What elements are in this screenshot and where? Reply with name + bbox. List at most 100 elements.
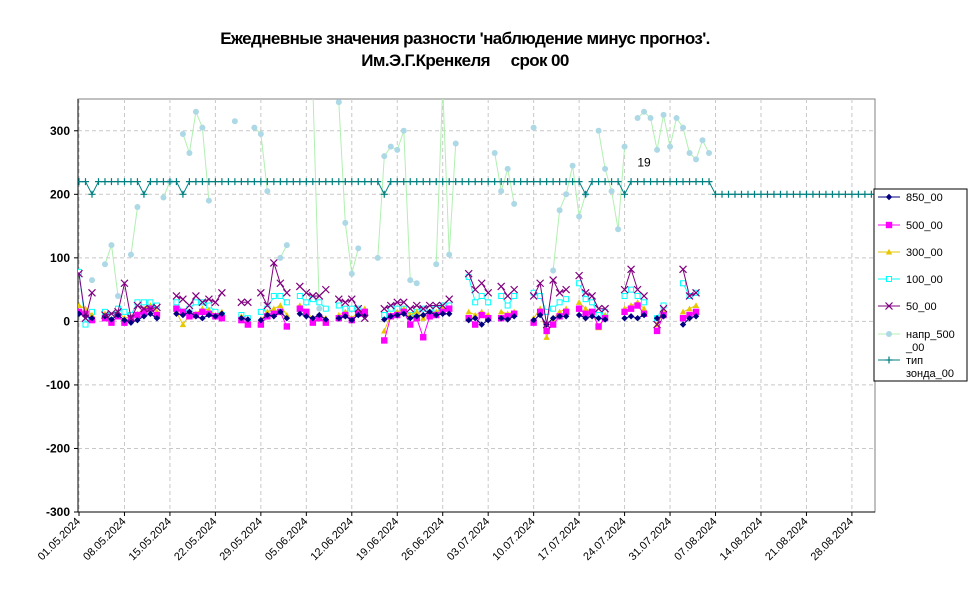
- data-point: [627, 305, 635, 312]
- data-point: [263, 178, 271, 186]
- data-point: [355, 311, 362, 319]
- data-point: [185, 301, 194, 310]
- data-point: [420, 311, 427, 319]
- data-point: [634, 315, 641, 322]
- data-point: [471, 311, 479, 318]
- data-point: [595, 178, 603, 186]
- data-point: [211, 298, 220, 307]
- data-point: [634, 115, 641, 122]
- data-point: [322, 316, 330, 323]
- data-point: [588, 308, 596, 316]
- data-point: [647, 178, 655, 186]
- x-tick-label: 03.07.2024: [445, 516, 492, 563]
- x-tick-label: 21.08.2024: [763, 516, 810, 563]
- legend-label: 850_00: [906, 192, 943, 204]
- data-point: [328, 178, 336, 186]
- legend-swatch-marker: [885, 302, 893, 310]
- data-point: [166, 178, 174, 186]
- data-point: [828, 190, 836, 198]
- data-point: [615, 226, 622, 233]
- data-point: [660, 178, 668, 186]
- data-point: [595, 323, 602, 330]
- data-point: [81, 178, 89, 186]
- data-point: [582, 305, 589, 312]
- x-tick-label: 17.07.2024: [536, 516, 583, 563]
- data-point: [153, 178, 161, 186]
- data-point: [361, 178, 369, 186]
- data-point: [543, 334, 550, 340]
- data-point: [192, 178, 200, 186]
- data-point: [231, 118, 238, 125]
- data-point: [407, 321, 414, 328]
- data-point: [172, 292, 181, 300]
- data-point: [78, 269, 83, 278]
- data-point: [198, 298, 207, 307]
- data-point: [354, 304, 363, 313]
- data-point: [686, 305, 693, 312]
- data-point: [601, 304, 610, 313]
- data-point: [667, 143, 674, 150]
- data-point: [191, 292, 200, 300]
- data-point: [342, 219, 349, 226]
- x-tick-label: 28.08.2024: [809, 516, 856, 563]
- data-point: [192, 299, 199, 306]
- data-point: [413, 178, 421, 186]
- legend-swatch-marker: [886, 276, 892, 282]
- data-point: [575, 305, 583, 312]
- data-point: [452, 140, 459, 147]
- data-point: [562, 313, 570, 320]
- data-point: [699, 137, 706, 144]
- data-point: [465, 316, 472, 324]
- data-point: [439, 178, 447, 186]
- data-point: [101, 261, 108, 268]
- data-point: [458, 178, 466, 186]
- legend-item-100_00: 100_00: [878, 274, 943, 286]
- data-point: [744, 190, 752, 198]
- data-point: [321, 285, 330, 294]
- x-tick-label: 14.08.2024: [718, 516, 765, 563]
- data-point: [594, 304, 603, 313]
- data-point: [283, 315, 291, 322]
- data-point: [400, 127, 407, 134]
- data-point: [257, 178, 265, 186]
- data-point: [303, 299, 310, 306]
- data-point: [140, 190, 148, 198]
- data-point: [243, 298, 252, 307]
- data-point: [88, 277, 95, 284]
- data-point: [692, 288, 700, 297]
- data-point: [185, 178, 193, 186]
- data-point: [550, 267, 557, 274]
- data-point: [114, 307, 122, 316]
- data-point: [140, 304, 148, 313]
- data-point: [445, 178, 453, 186]
- data-point: [446, 310, 453, 317]
- data-point: [718, 190, 726, 198]
- data-point: [237, 178, 245, 186]
- data-point: [621, 292, 628, 299]
- data-point: [140, 308, 148, 316]
- data-point: [78, 178, 83, 186]
- data-point: [640, 178, 648, 186]
- data-point: [452, 178, 460, 186]
- data-point: [257, 316, 265, 324]
- data-point: [575, 271, 584, 280]
- data-point: [633, 285, 642, 294]
- data-point: [692, 313, 700, 320]
- data-point: [576, 213, 583, 220]
- data-point: [510, 285, 519, 294]
- x-tick-label: 10.07.2024: [490, 516, 537, 563]
- data-point: [569, 178, 577, 186]
- data-point: [439, 310, 446, 317]
- legend-label: _00: [905, 342, 924, 354]
- data-point: [277, 254, 284, 261]
- data-point: [140, 313, 148, 320]
- data-point: [406, 304, 415, 313]
- data-point: [347, 295, 356, 304]
- data-point: [491, 178, 499, 186]
- data-point: [127, 178, 135, 186]
- data-point: [575, 299, 583, 305]
- data-point: [374, 254, 381, 261]
- data-point: [134, 204, 141, 211]
- data-point: [582, 296, 589, 303]
- data-point: [841, 190, 849, 198]
